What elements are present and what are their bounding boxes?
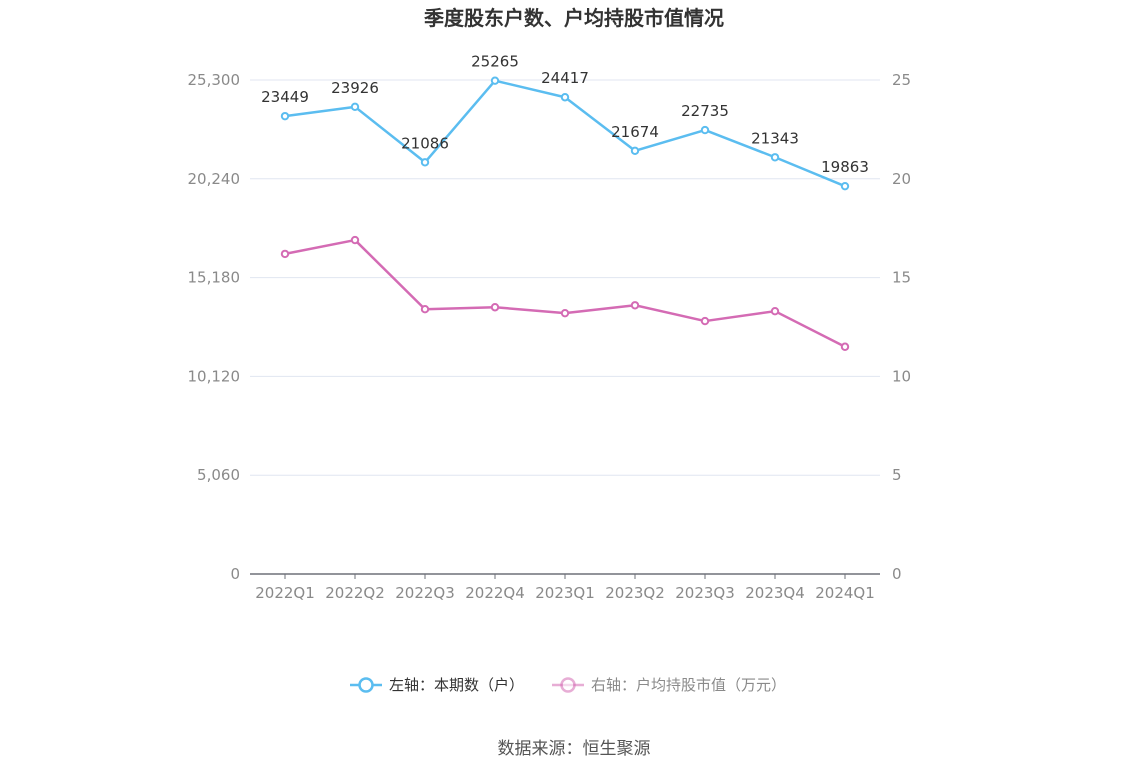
legend-label: 左轴：本期数（户） — [389, 676, 524, 694]
data-point[interactable] — [840, 342, 850, 351]
data-label: 22735 — [681, 102, 729, 120]
x-tick-label: 2023Q3 — [675, 584, 735, 602]
left-tick-label: 10,120 — [188, 367, 241, 385]
data-label: 24417 — [541, 69, 589, 87]
right-tick-label: 15 — [892, 269, 911, 287]
left-tick-label: 25,300 — [188, 71, 241, 89]
data-point[interactable] — [490, 303, 500, 312]
series-2 — [280, 235, 850, 351]
series-layer: 23449 23926 21086 25265 24417 21674 22735 21343… — [261, 53, 869, 351]
data-point[interactable] — [630, 146, 640, 156]
data-point[interactable] — [280, 249, 290, 259]
legend-label: 右轴：户均持股市值（万元） — [591, 676, 786, 694]
legend-marker-icon — [560, 677, 576, 693]
x-tick-label: 2022Q4 — [465, 584, 525, 602]
data-point[interactable] — [490, 76, 500, 85]
data-point[interactable] — [420, 305, 430, 314]
data-point[interactable] — [770, 306, 780, 316]
left-tick-label: 20,240 — [188, 170, 241, 188]
x-tick-label: 2023Q1 — [535, 584, 595, 602]
x-tick-label: 2023Q2 — [605, 584, 665, 602]
x-tick-label: 2022Q2 — [325, 584, 385, 602]
legend-item[interactable]: 右轴：户均持股市值（万元） — [552, 676, 786, 694]
data-label: 21674 — [611, 123, 659, 141]
data-point[interactable] — [630, 301, 640, 310]
left-tick-label: 15,180 — [188, 269, 241, 287]
legend-marker-icon — [358, 677, 374, 693]
x-tick-label: 2022Q1 — [255, 584, 315, 602]
data-point[interactable] — [770, 153, 780, 162]
data-point[interactable] — [350, 102, 360, 112]
data-label: 25265 — [471, 53, 519, 71]
right-tick-label: 0 — [892, 565, 902, 583]
data-label: 21086 — [401, 134, 449, 152]
left-axis-ticks: 0 5,060 10,120 15,180 20,240 25,300 — [188, 71, 241, 583]
series-line — [284, 238, 846, 348]
right-tick-label: 20 — [892, 170, 911, 188]
left-tick-label: 0 — [230, 565, 240, 583]
data-point[interactable] — [700, 125, 710, 135]
data-point[interactable] — [560, 93, 570, 102]
data-point[interactable] — [560, 308, 570, 318]
data-point[interactable] — [700, 316, 710, 326]
gridlines — [250, 79, 880, 476]
right-tick-label: 25 — [892, 71, 911, 89]
data-label: 23926 — [331, 79, 379, 97]
x-tick-label: 2024Q1 — [815, 584, 875, 602]
data-label: 19863 — [821, 158, 869, 176]
x-axis-ticks: 2022Q1 2022Q2 2022Q3 2022Q4 2023Q1 2023Q2 2023… — [255, 574, 875, 602]
right-tick-label: 10 — [892, 367, 911, 385]
data-point[interactable] — [840, 181, 850, 191]
legend-item[interactable]: 左轴：本期数（户） — [350, 676, 524, 694]
data-label: 23449 — [261, 88, 309, 106]
legend[interactable]: 左轴：本期数（户） 右轴：户均持股市值（万元） — [350, 676, 786, 694]
x-tick-label: 2023Q4 — [745, 584, 805, 602]
left-tick-label: 5,060 — [197, 466, 240, 484]
data-point[interactable] — [350, 235, 360, 245]
chart-title: 季度股东户数、户均持股市值情况 — [423, 6, 724, 30]
data-point[interactable] — [280, 111, 290, 121]
x-tick-label: 2022Q3 — [395, 584, 455, 602]
source-label: 数据来源：恒生聚源 — [498, 739, 651, 759]
data-point[interactable] — [420, 158, 430, 167]
right-tick-label: 5 — [892, 466, 902, 484]
data-label: 21343 — [751, 129, 799, 147]
right-axis-ticks: 0 5 10 15 20 25 — [892, 71, 911, 583]
series-1: 23449 23926 21086 25265 24417 21674 22735 21343… — [261, 53, 869, 191]
